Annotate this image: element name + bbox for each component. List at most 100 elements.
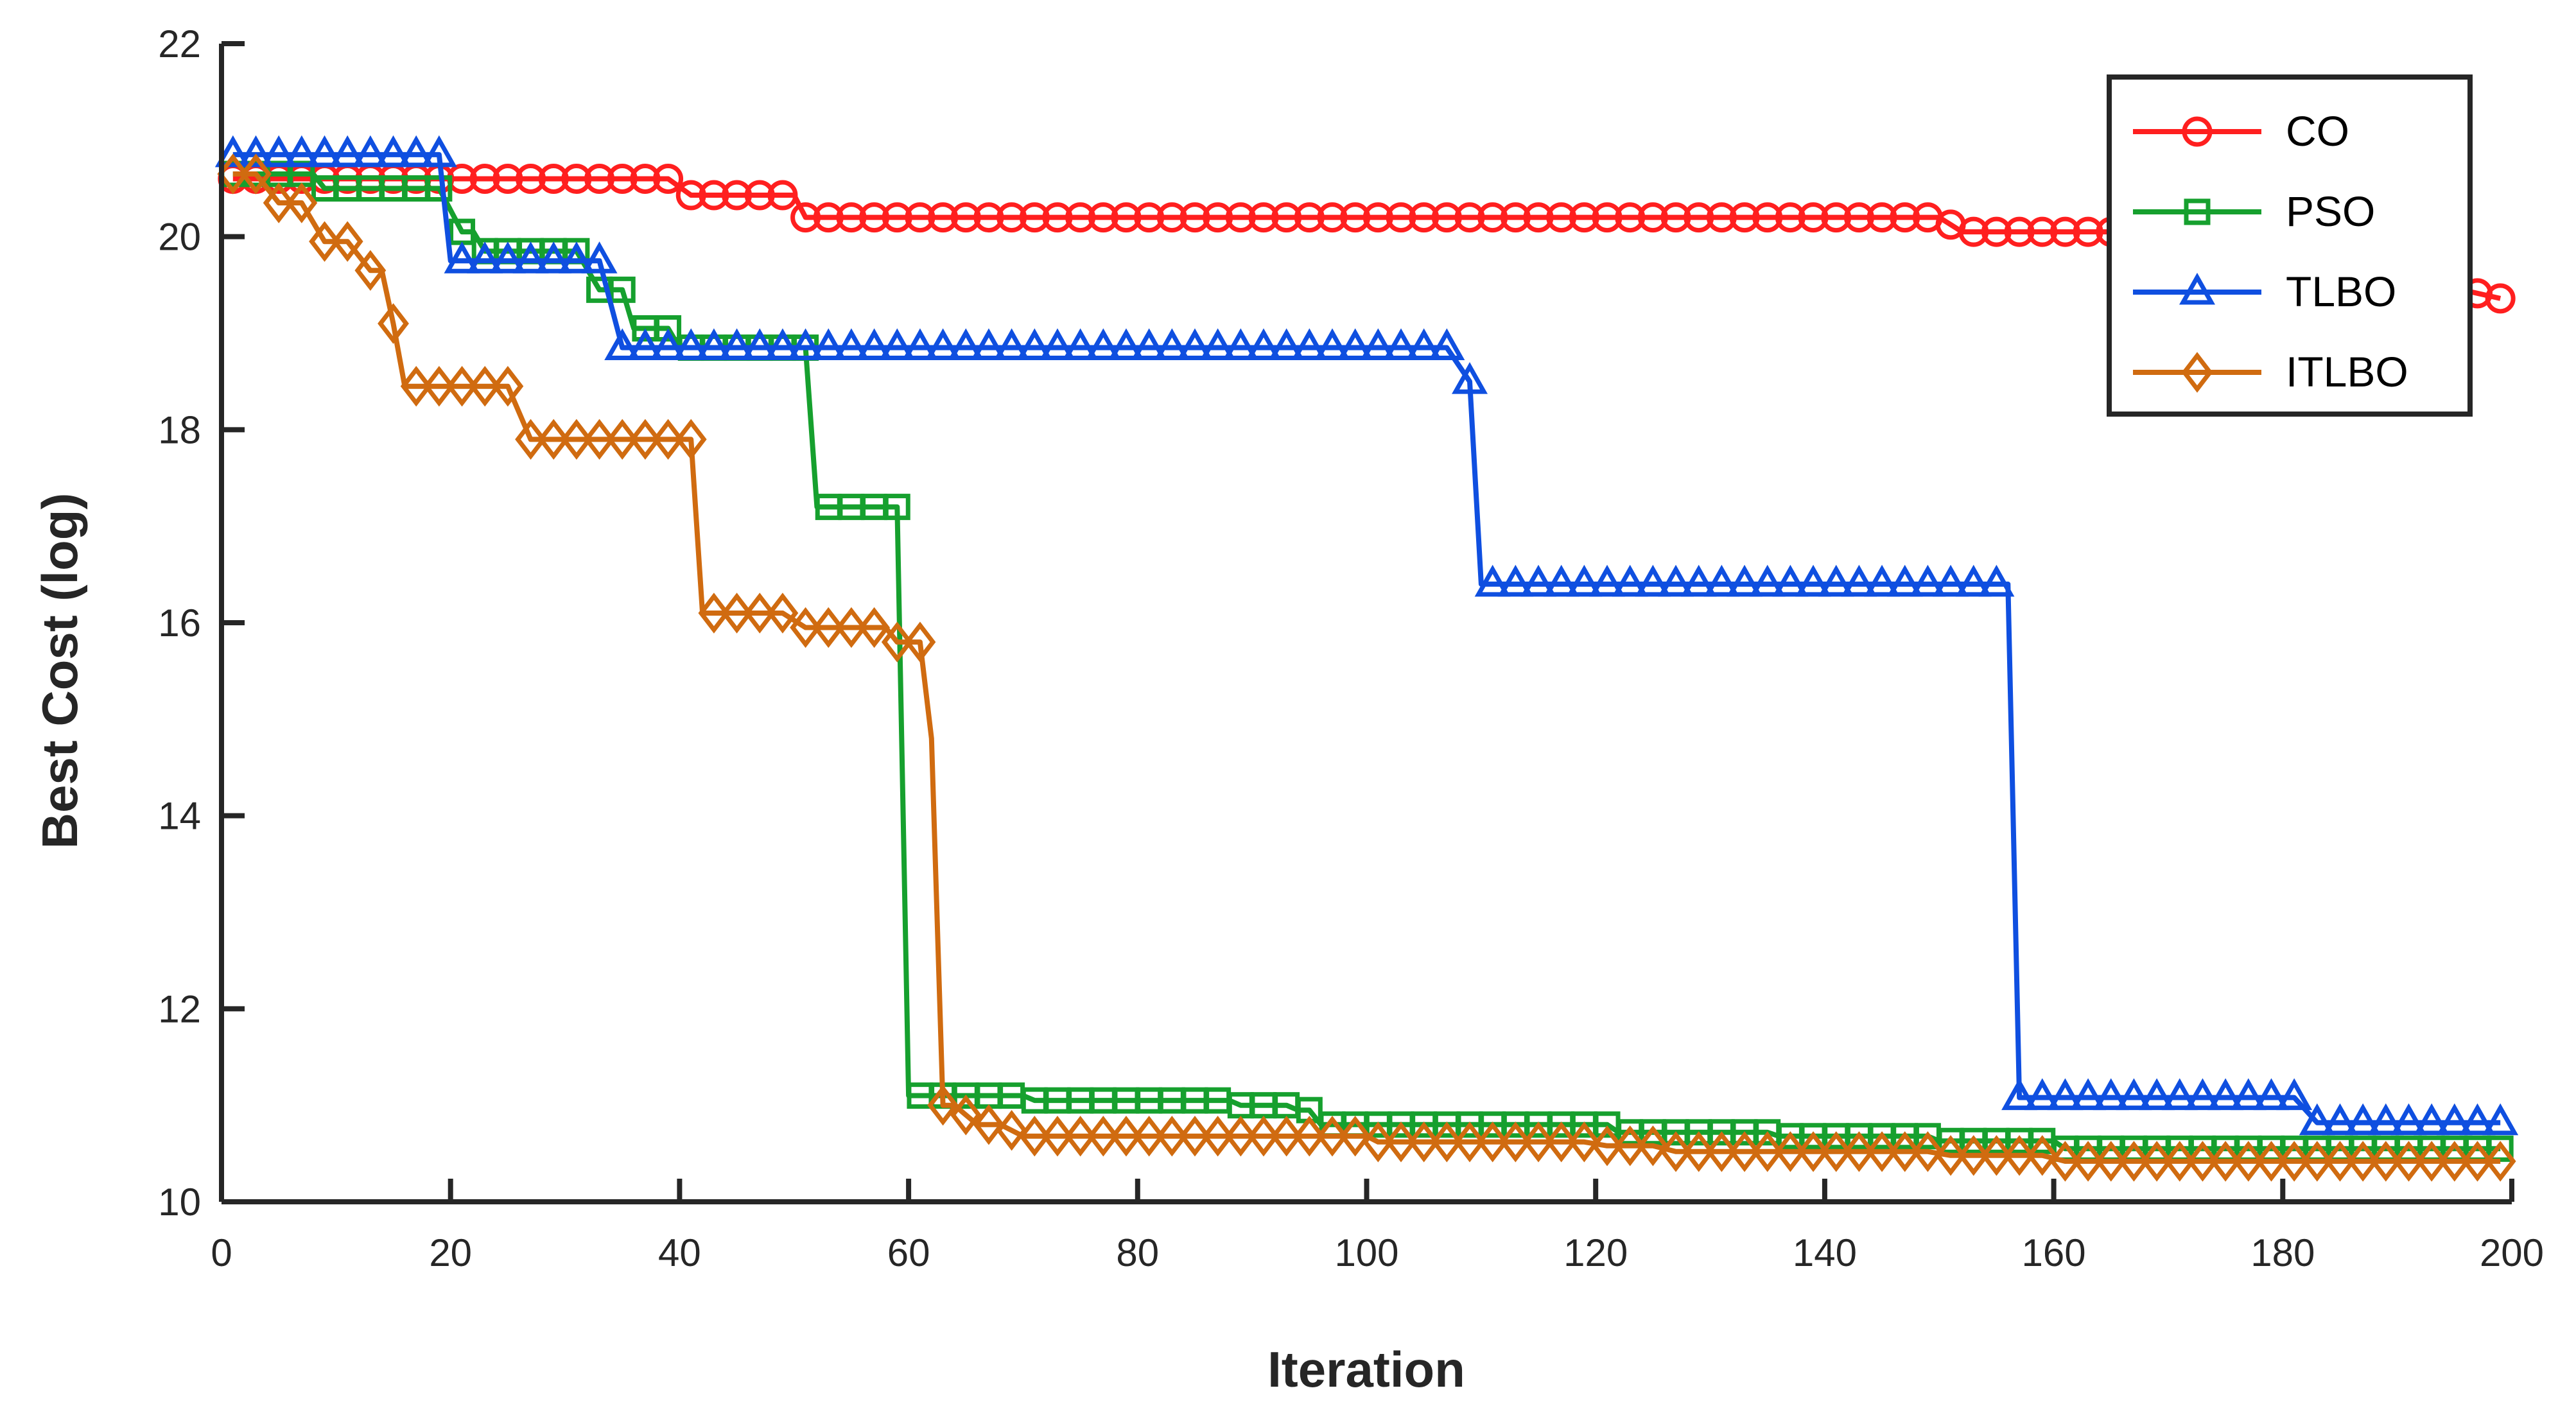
data-point-tlbo [1383, 328, 1419, 361]
data-point-tlbo [2367, 1103, 2404, 1136]
data-point-itlbo [561, 419, 593, 460]
x-tick-label: 160 [2022, 1231, 2086, 1274]
data-point-co [1203, 202, 1233, 233]
data-point-itlbo [1179, 1116, 1211, 1157]
data-point-tlbo [2139, 1078, 2175, 1111]
data-point-tlbo [2322, 1103, 2358, 1136]
data-point-itlbo [537, 419, 570, 460]
data-point-tlbo [2161, 1078, 2198, 1111]
x-tick-label: 80 [1116, 1231, 1159, 1274]
data-point-itlbo [1408, 1122, 1440, 1163]
data-point-tlbo [1933, 564, 1969, 597]
data-point-tlbo [1039, 328, 1075, 361]
data-point-tlbo [1131, 328, 1167, 361]
data-point-tlbo [375, 135, 412, 168]
data-point-co [1248, 202, 1279, 233]
data-point-tlbo [1864, 564, 1901, 597]
data-point-co [1660, 202, 1691, 233]
data-point-co [1890, 202, 1920, 233]
data-point-itlbo [606, 419, 638, 460]
data-point-itlbo [2232, 1141, 2265, 1182]
data-point-itlbo [2484, 1141, 2516, 1182]
data-point-itlbo [2049, 1141, 2081, 1182]
data-point-co [1271, 202, 1302, 233]
data-point-tlbo [352, 135, 388, 168]
data-point-co [1592, 202, 1623, 233]
y-axis-title: Best Cost (log) [31, 493, 88, 849]
data-point-co [1065, 202, 1096, 233]
data-point-itlbo [1958, 1135, 1990, 1176]
data-point-itlbo [790, 607, 822, 648]
data-point-itlbo [2393, 1141, 2424, 1182]
data-point-itlbo [263, 182, 295, 223]
data-point-co [1019, 202, 1050, 233]
data-point-tlbo [1910, 564, 1946, 597]
data-point-tlbo [970, 328, 1007, 361]
data-point-itlbo [1591, 1125, 1623, 1166]
data-point-itlbo [1362, 1122, 1394, 1163]
data-point-co [1134, 202, 1165, 233]
data-point-tlbo [2184, 1078, 2221, 1111]
data-point-itlbo [354, 250, 387, 291]
data-point-itlbo [767, 593, 799, 634]
data-point-tlbo [2230, 1078, 2267, 1111]
data-point-tlbo [2390, 1103, 2427, 1136]
y-tick-label: 18 [158, 408, 201, 451]
data-point-tlbo [833, 328, 869, 361]
data-point-itlbo [1385, 1122, 1417, 1163]
data-point-tlbo [993, 328, 1030, 361]
data-point-tlbo [238, 135, 274, 168]
data-point-co [2073, 216, 2103, 247]
data-point-co [1615, 202, 1646, 233]
data-point-co [1752, 202, 1783, 233]
data-point-itlbo [2415, 1141, 2448, 1182]
data-point-tlbo [1841, 564, 1877, 597]
data-point-tlbo [2414, 1103, 2450, 1136]
data-point-co [469, 163, 500, 194]
data-point-itlbo [1637, 1125, 1669, 1166]
data-point-co [1111, 202, 1142, 233]
data-point-co [996, 202, 1027, 233]
data-point-tlbo [2093, 1078, 2129, 1111]
data-point-tlbo [2276, 1078, 2313, 1111]
data-point-tlbo [695, 328, 732, 361]
data-point-co [1684, 202, 1714, 233]
data-point-itlbo [2118, 1141, 2150, 1182]
data-point-itlbo [1866, 1131, 1898, 1172]
data-point-tlbo [1016, 328, 1053, 361]
data-point-tlbo [1703, 564, 1740, 597]
data-point-tlbo [1520, 564, 1557, 597]
data-point-itlbo [2462, 1141, 2493, 1182]
data-point-tlbo [329, 135, 366, 168]
data-point-co [1225, 202, 1256, 233]
data-point-co [2049, 216, 2080, 247]
data-point-itlbo [2301, 1141, 2333, 1182]
data-point-tlbo [1474, 564, 1511, 597]
data-point-tlbo [489, 241, 526, 273]
data-point-itlbo [812, 607, 844, 648]
data-point-co [1523, 202, 1554, 233]
x-tick-label: 60 [887, 1231, 930, 1274]
x-axis-title: Iteration [1267, 1341, 1465, 1398]
data-point-co [1317, 202, 1348, 233]
data-point-co [2004, 216, 2035, 247]
data-point-itlbo [1018, 1116, 1050, 1157]
data-point-tlbo [1337, 328, 1373, 361]
data-point-itlbo [240, 153, 272, 195]
data-point-itlbo [1133, 1116, 1165, 1157]
data-point-tlbo [1314, 328, 1350, 361]
data-point-itlbo [1705, 1131, 1737, 1172]
data-point-itlbo [1774, 1131, 1806, 1172]
data-point-itlbo [1820, 1131, 1852, 1172]
data-point-itlbo [492, 365, 524, 407]
data-point-itlbo [973, 1104, 1005, 1145]
data-point-itlbo [1911, 1131, 1944, 1172]
data-point-tlbo [2436, 1103, 2473, 1136]
data-point-co [1569, 202, 1599, 233]
data-point-itlbo [1614, 1125, 1646, 1166]
data-point-itlbo [1065, 1116, 1097, 1157]
data-point-tlbo [1062, 328, 1099, 361]
series-line-tlbo [232, 152, 2501, 1125]
data-point-co [1637, 202, 1668, 233]
data-point-itlbo [423, 365, 455, 407]
